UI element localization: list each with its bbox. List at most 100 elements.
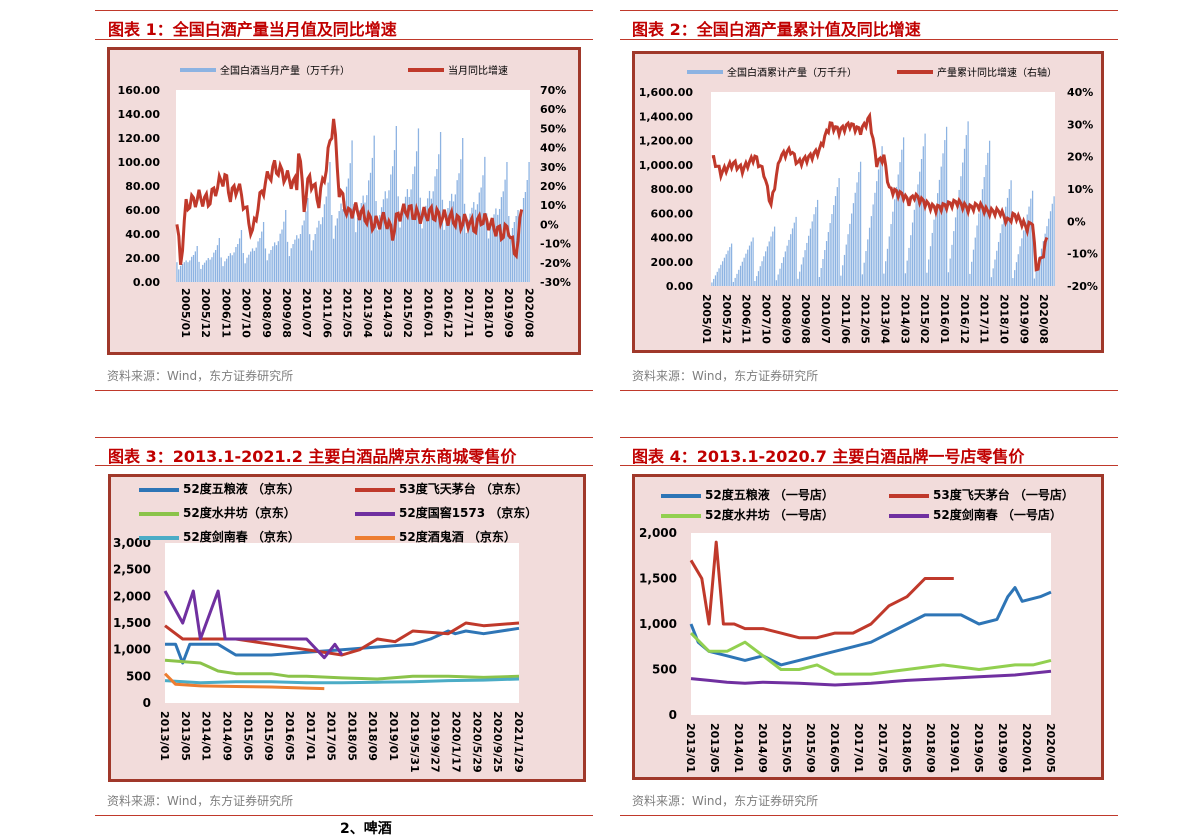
bar	[294, 239, 296, 282]
bar	[969, 273, 971, 286]
x-tick-label: 2019/01	[387, 711, 400, 761]
x-tick-label: 2014/09	[220, 711, 233, 761]
bar	[358, 210, 361, 282]
bar	[417, 128, 420, 282]
bar	[1053, 196, 1055, 286]
bar	[419, 197, 421, 282]
x-tick-label: 2014/03	[381, 288, 394, 338]
bar	[1046, 226, 1048, 286]
bar	[908, 247, 910, 286]
x-tick-label: 2020/01	[1020, 723, 1033, 773]
x-tick-label: 2016/05	[283, 711, 296, 761]
bar	[944, 140, 946, 286]
bar	[738, 269, 740, 286]
bar	[377, 230, 379, 282]
bar	[761, 261, 763, 286]
y-right-tick-label: 40%	[540, 142, 566, 155]
bar	[240, 230, 243, 282]
bar	[486, 213, 488, 282]
bar	[815, 207, 817, 286]
bar	[261, 231, 263, 282]
bar	[467, 219, 469, 282]
bar	[1049, 211, 1052, 286]
bar	[309, 234, 311, 282]
y-left-tick-label: 20.00	[125, 252, 160, 265]
bar	[266, 260, 268, 282]
bar	[1028, 206, 1030, 286]
bar	[237, 244, 239, 282]
bar	[775, 280, 778, 286]
bar	[329, 162, 331, 282]
bar	[218, 238, 220, 282]
bar	[865, 251, 867, 286]
bar	[268, 253, 270, 282]
bar	[323, 204, 326, 282]
bar	[238, 238, 241, 282]
bar	[1023, 230, 1025, 286]
bar	[974, 237, 976, 286]
series-line	[165, 626, 520, 665]
bar	[879, 157, 881, 286]
bar	[714, 275, 717, 286]
bar	[286, 241, 289, 282]
y-right-tick-label: 30%	[540, 161, 566, 174]
bar	[779, 268, 781, 286]
bar	[840, 275, 842, 286]
bar	[786, 245, 788, 286]
x-tick-label: 2020/08	[522, 288, 535, 338]
y-left-tick-label: 40.00	[125, 228, 160, 241]
legend-swatch	[139, 512, 179, 516]
bar	[999, 233, 1001, 286]
x-tick-label: 2016/01	[938, 294, 951, 344]
x-tick-label: 2015/05	[780, 723, 793, 773]
legend-swatch-bar	[687, 70, 723, 74]
bar	[277, 241, 279, 282]
bar	[885, 261, 887, 286]
bar	[526, 180, 528, 282]
bar	[253, 250, 256, 282]
bar	[741, 261, 743, 286]
x-tick-label: 2009/08	[799, 294, 812, 344]
bar	[262, 222, 265, 282]
legend-label: 52度水井坊（京东）	[183, 505, 296, 520]
bar	[336, 218, 338, 282]
bar	[725, 254, 727, 286]
bar	[1051, 203, 1053, 286]
x-tick-label: 2008/09	[260, 288, 273, 338]
bar	[1001, 224, 1003, 286]
bar	[285, 210, 287, 282]
x-tick-label: 2015/09	[262, 711, 275, 761]
bar	[782, 257, 785, 286]
x-tick-label: 2016/12	[958, 294, 971, 344]
bar	[858, 172, 860, 286]
bar	[861, 274, 864, 286]
bar	[727, 250, 729, 286]
bar	[872, 204, 874, 286]
bar	[178, 269, 180, 282]
series-line	[175, 118, 524, 266]
series-line	[689, 540, 954, 640]
y-left-tick-label: 100.00	[118, 156, 161, 169]
x-tick-label: 2016/01	[421, 288, 434, 338]
bar	[272, 246, 274, 282]
legend-label: 52度五粮液 （一号店）	[705, 487, 834, 502]
bar	[334, 225, 337, 282]
bar	[1021, 238, 1023, 286]
bar	[842, 265, 844, 286]
bar	[838, 178, 840, 286]
bar	[876, 181, 878, 286]
bar	[436, 169, 438, 282]
bar	[325, 196, 327, 282]
y-left-tick-label: 60.00	[125, 204, 160, 217]
bar	[456, 180, 458, 282]
bar	[397, 196, 399, 282]
legend-swatch	[661, 514, 701, 518]
figure2-title: 图表 2：全国白酒产量累计值及同比增速	[632, 20, 921, 39]
bar	[713, 278, 715, 286]
bar	[833, 205, 835, 286]
bar	[332, 238, 335, 282]
legend-swatch-line	[897, 70, 933, 74]
y-right-tick-label: -10%	[1067, 248, 1098, 261]
bar	[380, 207, 383, 282]
bar	[967, 121, 969, 286]
